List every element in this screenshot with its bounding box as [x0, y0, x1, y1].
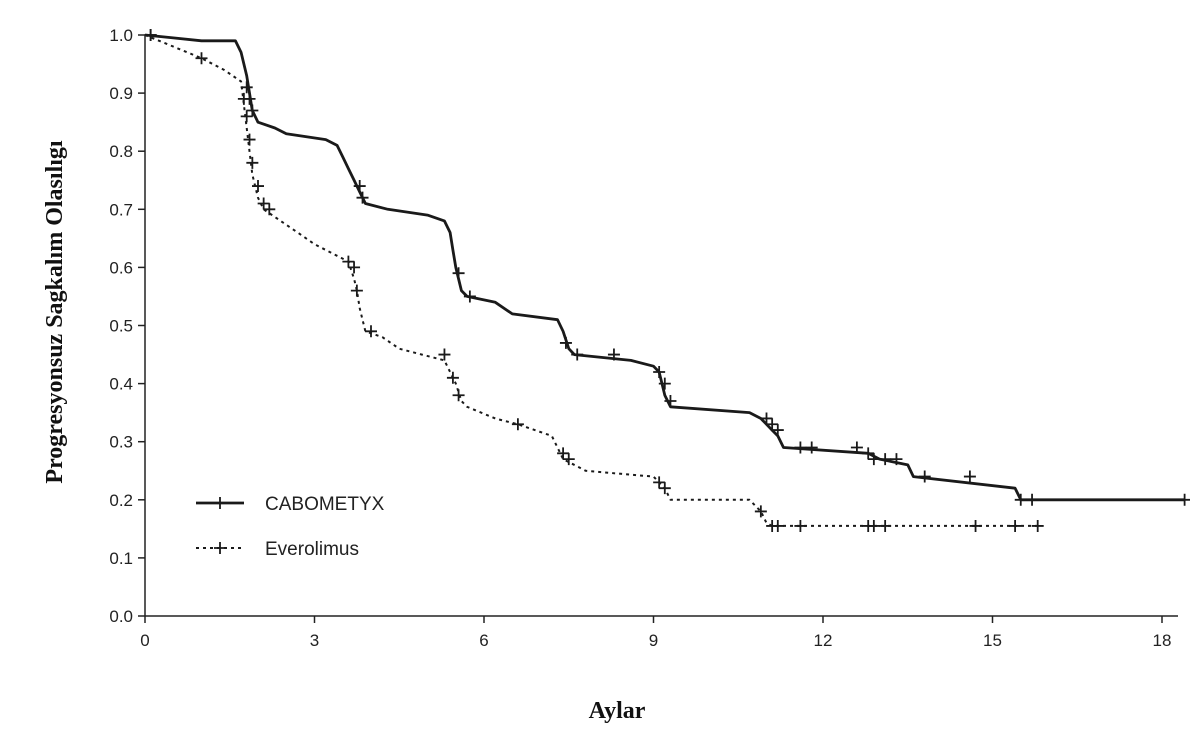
legend-marker-cabometyx	[214, 497, 226, 509]
censor-mark-everolimus-28	[969, 519, 982, 532]
censor-mark-everolimus-7	[257, 197, 270, 210]
censor-mark-everolimus-9	[342, 255, 355, 268]
censor-mark-everolimus-8	[263, 203, 276, 216]
censor-mark-everolimus-12	[365, 325, 377, 338]
y-tick-label-4: 0.4	[109, 375, 133, 394]
censor-mark-cabometyx-21	[867, 453, 880, 466]
censor-mark-everolimus-18	[562, 453, 575, 466]
censor-mark-everolimus-29	[1009, 519, 1022, 532]
x-tick-label-3: 9	[649, 631, 658, 650]
plot-area	[144, 29, 1190, 532]
censor-mark-cabometyx-19	[850, 441, 863, 454]
y-tick-label-2: 0.2	[109, 491, 133, 510]
censor-mark-everolimus-0	[144, 29, 157, 41]
censor-mark-everolimus-14	[446, 371, 459, 384]
censor-mark-everolimus-1	[195, 52, 208, 65]
censor-mark-cabometyx-14	[760, 412, 773, 425]
censor-mark-cabometyx-12	[658, 377, 671, 390]
y-tick-label-8: 0.8	[109, 142, 133, 161]
y-tick-label-3: 0.3	[109, 433, 133, 452]
censor-mark-cabometyx-22	[879, 453, 892, 466]
censor-mark-cabometyx-27	[1026, 493, 1039, 506]
censor-mark-everolimus-10	[348, 261, 361, 274]
censor-mark-everolimus-30	[1031, 519, 1044, 532]
censor-mark-everolimus-21	[754, 505, 767, 518]
censor-mark-cabometyx-23	[890, 453, 903, 466]
x-tick-label-6: 18	[1153, 631, 1172, 650]
censor-mark-everolimus-6	[252, 180, 264, 193]
x-tick-label-2: 6	[479, 631, 488, 650]
legend-label-cabometyx: CABOMETYX	[265, 494, 385, 515]
censor-mark-cabometyx-3	[246, 104, 259, 117]
censor-mark-cabometyx-6	[452, 267, 465, 280]
censor-mark-cabometyx-8	[559, 336, 572, 349]
censor-mark-everolimus-11	[350, 284, 363, 297]
y-tick-label-5: 0.5	[109, 317, 133, 336]
censor-mark-cabometyx-17	[794, 441, 807, 454]
y-tick-label-0: 0.0	[109, 607, 133, 626]
axes: 0.0 0.1 0.2 0.3 0.4 0.5 0.6 0.7 0.8 0.9 1.0 0 3 6 9 12 1…	[109, 26, 1178, 650]
censor-mark-everolimus-5	[246, 156, 259, 169]
censor-mark-everolimus-3	[240, 110, 253, 123]
censor-mark-cabometyx-10	[607, 348, 620, 361]
censor-mark-everolimus-24	[794, 519, 807, 532]
censor-mark-everolimus-20	[658, 482, 671, 495]
y-tick-label-7: 0.7	[109, 200, 133, 219]
censor-mark-cabometyx-24	[918, 470, 931, 483]
y-tick-label-10: 1.0	[109, 26, 133, 45]
censor-mark-cabometyx-11	[653, 365, 666, 378]
censor-mark-cabometyx-18	[805, 441, 818, 454]
censor-mark-cabometyx-5	[356, 191, 369, 204]
legend: CABOMETYX Everolimus	[196, 494, 385, 560]
series-line-cabometyx	[144, 33, 1185, 502]
censor-mark-everolimus-19	[653, 476, 666, 489]
censor-mark-cabometyx-16	[771, 424, 784, 437]
censor-mark-cabometyx-13	[664, 395, 677, 408]
censor-mark-everolimus-4	[243, 133, 256, 146]
legend-label-everolimus: Everolimus	[265, 539, 359, 560]
x-tick-label-5: 15	[983, 631, 1002, 650]
censor-mark-cabometyx-20	[862, 447, 875, 460]
censor-mark-cabometyx-4	[353, 180, 366, 193]
y-tick-label-1: 0.1	[109, 549, 133, 568]
censor-mark-everolimus-13	[438, 348, 451, 361]
legend-marker-everolimus	[214, 542, 226, 554]
censor-mark-cabometyx-9	[571, 348, 584, 361]
censor-mark-everolimus-16	[511, 418, 524, 431]
x-tick-label-1: 3	[310, 631, 319, 650]
censor-mark-everolimus-17	[557, 447, 570, 460]
censor-mark-cabometyx-25	[963, 470, 976, 483]
x-axis-title: Aylar	[589, 698, 646, 724]
censor-mark-cabometyx-26	[1014, 493, 1027, 506]
censor-mark-everolimus-23	[771, 519, 784, 532]
x-tick-label-0: 0	[140, 631, 149, 650]
x-tick-label-4: 12	[814, 631, 833, 650]
censor-mark-everolimus-15	[452, 389, 465, 402]
y-tick-label-6: 0.6	[109, 258, 133, 277]
censor-mark-cabometyx-28	[1178, 493, 1190, 506]
y-tick-label-9: 0.9	[109, 84, 133, 103]
censor-mark-cabometyx-15	[766, 418, 779, 431]
censor-mark-everolimus-26	[867, 519, 880, 532]
censor-mark-everolimus-27	[879, 519, 892, 532]
censor-mark-cabometyx-7	[463, 290, 476, 303]
censor-mark-everolimus-2	[237, 92, 250, 105]
y-axis-title: Progresyonsuz Sagkalım Olasılıgı	[42, 140, 68, 483]
series-line-everolimus	[144, 34, 1038, 527]
